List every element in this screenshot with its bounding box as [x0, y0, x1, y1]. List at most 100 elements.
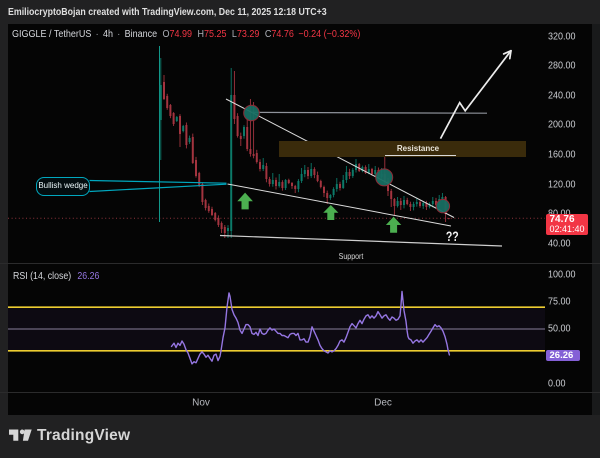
tradingview-brand-text[interactable]: TradingView	[37, 427, 131, 444]
candle-body	[268, 179, 271, 184]
last-price-axis-label: 74.76 02:41:40	[546, 213, 588, 235]
rsi-value: 26.26	[77, 271, 100, 282]
price-tick-40: 40.00	[548, 238, 571, 250]
price-tick-160: 160.00	[548, 149, 576, 161]
circle-marker-1	[243, 104, 260, 122]
candle-body	[166, 96, 169, 108]
last-price-value: 74.76	[549, 213, 575, 225]
candle-body	[217, 218, 220, 225]
rsi-title[interactable]: RSI (14, close)	[13, 271, 72, 282]
footer-bar: TradingView	[0, 415, 600, 458]
candle-body	[435, 201, 437, 205]
candle-body	[252, 154, 255, 156]
candle-body	[319, 181, 322, 187]
candle-body	[291, 183, 293, 186]
candle-body	[204, 200, 207, 208]
exchange-label[interactable]: Binance	[124, 29, 158, 40]
circle-marker-3	[435, 198, 451, 214]
pane-separator-price-rsi[interactable]	[0, 262, 600, 264]
candle-body	[310, 169, 313, 176]
candle-body	[255, 153, 258, 162]
time-label-dec: Dec	[374, 397, 392, 409]
candle-body	[332, 189, 335, 195]
rsi-legend[interactable]: RSI (14, close) 26.26	[13, 271, 99, 282]
candle-body	[323, 187, 325, 193]
chart-area[interactable]: GIGGLE / TetherUS · 4h · Binance O74.99 H7…	[8, 24, 592, 415]
candle-body	[300, 174, 303, 181]
candle-body	[259, 162, 261, 169]
candle-body	[428, 204, 431, 207]
candle-body	[422, 203, 425, 206]
candle-body	[374, 170, 377, 174]
candle-body	[163, 82, 165, 99]
candle-body	[361, 167, 364, 171]
projection-arrow	[439, 50, 512, 139]
candle-body	[271, 180, 274, 184]
support-label: Support	[338, 252, 364, 261]
candle-body	[265, 166, 268, 179]
projection-arrowhead-1	[502, 49, 512, 55]
symbol-name[interactable]: GIGGLE / TetherUS	[12, 29, 92, 40]
candle-body	[342, 180, 345, 188]
candle-body	[409, 204, 412, 207]
open-letter: O	[162, 29, 170, 40]
candle-body	[313, 169, 316, 175]
candle-body	[364, 167, 367, 173]
candle-body	[297, 181, 300, 189]
candle-body	[191, 137, 194, 163]
interval-label[interactable]: 4h	[102, 29, 113, 40]
candle-body	[281, 182, 284, 188]
low-letter: L	[231, 29, 237, 40]
candle-body	[358, 164, 361, 171]
candle-body	[223, 227, 226, 233]
chart-canvas[interactable]	[8, 24, 592, 415]
candle-body	[185, 125, 188, 145]
candle-body	[278, 182, 281, 186]
candle-body	[230, 95, 233, 231]
candle-body	[339, 184, 341, 188]
candle-body	[220, 223, 223, 229]
candle-body	[172, 113, 175, 124]
wedge-upper-trendline	[225, 98, 455, 218]
price-tick-280: 280.00	[548, 60, 576, 72]
candle-body	[387, 181, 389, 191]
candle-body	[345, 172, 348, 180]
attribution-bar: EmiliocryptoBojan created with TradingVi…	[0, 0, 600, 24]
high-letter: H	[197, 29, 204, 40]
up-arrow-marker-2	[323, 205, 339, 220]
candle-body	[307, 170, 309, 176]
candle-body	[159, 85, 162, 120]
candle-body	[182, 126, 185, 131]
candle-body	[249, 149, 252, 154]
candle-body	[415, 202, 418, 204]
candle-body	[195, 160, 197, 176]
rsi-tick-100: 100.00	[548, 269, 576, 280]
price-tick-200: 200.00	[548, 119, 576, 131]
tradingview-logo-icon[interactable]	[9, 429, 33, 443]
close-letter: C	[264, 29, 272, 40]
close-value: 74.76	[271, 29, 294, 40]
candle-body	[262, 165, 265, 169]
projection-arrowhead-2	[508, 49, 512, 60]
candle-body	[393, 199, 396, 206]
high-value: 75.25	[203, 29, 227, 40]
candle-body	[211, 209, 213, 215]
symbol-legend[interactable]: GIGGLE / TetherUS · 4h · Binance O74.99 H7…	[12, 29, 360, 40]
candle-body	[175, 117, 178, 121]
candle-body	[303, 170, 306, 174]
candle-body	[275, 180, 277, 186]
price-tick-240: 240.00	[548, 90, 576, 102]
pane-separator-rsi-time[interactable]	[0, 391, 600, 393]
candle-body	[294, 186, 297, 189]
candle-body	[419, 202, 421, 206]
candle-body	[243, 127, 245, 136]
rsi-axis-label: 26.26	[546, 349, 580, 361]
bullish-wedge-callout[interactable]: Bullish wedge	[36, 176, 90, 196]
candle-body	[412, 204, 415, 207]
resistance-underline	[385, 155, 456, 157]
candle-body	[246, 127, 249, 149]
rsi-tick-75: 75.00	[548, 296, 571, 308]
resistance-label-box[interactable]: Resistance	[279, 140, 526, 157]
question-marks-annotation: ??	[445, 228, 459, 244]
candle-body	[335, 184, 338, 189]
